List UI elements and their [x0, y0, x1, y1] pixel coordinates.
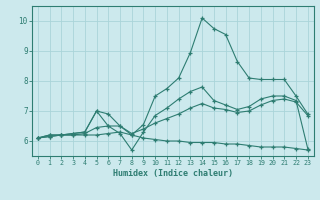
X-axis label: Humidex (Indice chaleur): Humidex (Indice chaleur) — [113, 169, 233, 178]
